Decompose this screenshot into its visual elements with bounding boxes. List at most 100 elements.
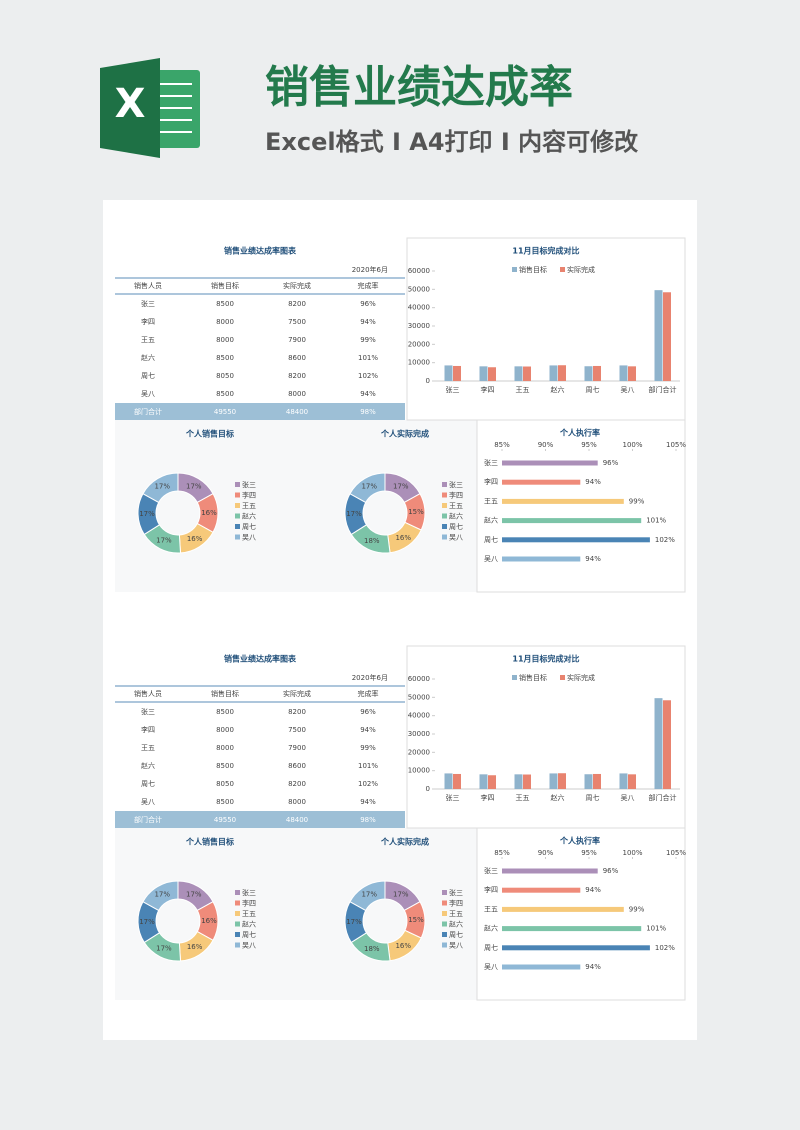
x-tick-label: 吴八 (621, 794, 635, 802)
y-tick-label: 周七 (484, 943, 498, 952)
y-tick-label: 10000 (408, 767, 430, 775)
bar (502, 926, 642, 932)
data-label: 17% (361, 890, 377, 898)
data-label: 18% (364, 537, 380, 545)
legend-swatch (442, 890, 447, 895)
y-tick-label: 李四 (484, 885, 498, 894)
cell: 96% (360, 708, 376, 716)
total-cell: 48400 (286, 408, 308, 416)
chart-title: 11月目标完成对比 (512, 654, 579, 664)
legend-swatch (442, 503, 447, 508)
bar (549, 365, 558, 381)
legend-swatch (235, 921, 240, 927)
cell: 李四 (141, 725, 155, 734)
total-bg (115, 811, 405, 828)
chart-title: 个人销售目标 (185, 429, 234, 439)
bar (663, 700, 671, 789)
chart-title: 个人执行率 (559, 428, 600, 438)
cell: 8000 (216, 744, 234, 752)
data-label: 16% (201, 509, 217, 517)
y-tick-label: 60000 (408, 675, 430, 683)
legend-label: 周七 (242, 930, 256, 939)
bar (558, 365, 566, 381)
bar (584, 774, 593, 789)
title: 销售业绩达成率 (265, 62, 573, 113)
cell: 8500 (216, 300, 234, 308)
x-tick-label: 105% (666, 849, 686, 857)
data-label: 94% (585, 555, 601, 563)
bar (523, 774, 531, 789)
y-tick-label: 50000 (408, 693, 430, 701)
sheet-title: 销售业绩达成率图表 (224, 654, 297, 664)
data-label: 15% (408, 508, 424, 516)
legend-swatch (512, 267, 517, 272)
subtitle: Excel格式 I A4打印 I 内容可修改 (265, 128, 638, 156)
legend-swatch (235, 503, 240, 508)
data-label: 16% (201, 917, 217, 925)
data-label: 96% (603, 867, 619, 875)
donut-slice (142, 880, 179, 912)
cell: 99% (360, 336, 376, 344)
y-tick-label: 王五 (484, 497, 498, 505)
legend-swatch (442, 524, 447, 529)
col-header: 销售目标 (211, 689, 239, 698)
cell: 8600 (288, 762, 306, 770)
bar (628, 366, 636, 381)
data-label: 99% (629, 905, 645, 913)
cell: 8000 (288, 798, 306, 806)
data-label: 16% (395, 534, 411, 542)
legend-label: 王五 (242, 502, 256, 510)
donut-slice (349, 472, 386, 504)
x-tick-label: 95% (581, 849, 597, 857)
bar (593, 365, 601, 381)
data-label: 16% (187, 943, 203, 951)
legend-swatch (235, 534, 240, 540)
x-tick-label: 90% (538, 441, 554, 449)
data-label: 17% (139, 918, 155, 926)
x-tick-label: 100% (622, 849, 642, 857)
legend-swatch (560, 675, 565, 680)
cell: 102% (358, 372, 378, 380)
data-label: 17% (154, 482, 170, 490)
bar (479, 774, 488, 789)
legend-label: 赵六 (242, 920, 256, 929)
legend-label: 赵六 (242, 512, 256, 521)
cell: 8500 (216, 390, 234, 398)
data-label: 17% (154, 890, 170, 898)
y-tick-label: 40000 (408, 304, 430, 312)
box (476, 827, 686, 1001)
x-tick-label: 赵六 (551, 793, 565, 802)
cell: 8500 (216, 762, 234, 770)
cell: 8500 (216, 354, 234, 362)
y-tick-label: 50000 (408, 285, 430, 293)
x-tick-label: 王五 (516, 794, 530, 802)
bar (479, 366, 488, 381)
y-tick-label: 吴八 (484, 963, 498, 971)
cell: 94% (360, 390, 376, 398)
bar (654, 290, 663, 381)
total-cell: 98% (360, 816, 376, 824)
data-label: 17% (361, 482, 377, 490)
bar (453, 365, 461, 381)
cell: 8200 (288, 708, 306, 716)
bar (523, 366, 531, 381)
legend-swatch (512, 675, 517, 680)
legend-swatch (235, 482, 240, 487)
bar (619, 365, 628, 381)
legend-swatch (235, 513, 240, 519)
data-label: 17% (156, 537, 172, 545)
y-tick-label: 周七 (484, 535, 498, 544)
x-tick-label: 李四 (481, 385, 495, 394)
bar (502, 479, 581, 485)
cell: 8050 (216, 372, 234, 380)
bar (502, 518, 642, 524)
cell: 张三 (141, 707, 155, 716)
data-label: 101% (646, 517, 666, 525)
legend-swatch (235, 900, 240, 906)
cell: 7500 (288, 318, 306, 326)
y-tick-label: 0 (426, 785, 430, 793)
legend-label: 吴八 (449, 942, 463, 950)
data-label: 17% (186, 890, 202, 898)
cell: 李四 (141, 317, 155, 326)
